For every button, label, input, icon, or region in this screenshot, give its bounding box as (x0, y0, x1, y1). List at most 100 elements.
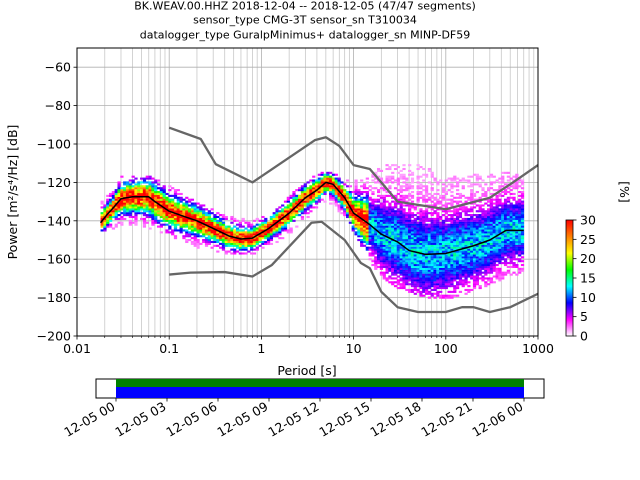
density-cell (461, 265, 465, 268)
density-cell (379, 256, 384, 259)
density-cell (123, 192, 127, 196)
density-cell (464, 214, 468, 217)
density-cell (436, 240, 440, 244)
density-cell (439, 221, 443, 224)
density-cell (515, 258, 519, 261)
density-cell (444, 198, 448, 201)
density-cell (484, 265, 488, 268)
density-cell (182, 219, 186, 222)
density-cell (436, 283, 440, 286)
density-cell (458, 215, 463, 219)
density-cell (396, 210, 400, 213)
density-cell (402, 177, 406, 180)
density-cell (450, 237, 454, 240)
density-cell (441, 277, 446, 280)
density-cell (444, 185, 448, 188)
density-cell (393, 256, 398, 259)
density-cell (492, 229, 496, 232)
density-cell (439, 240, 443, 244)
density-cell (410, 275, 415, 278)
density-cell (430, 237, 434, 240)
density-cell (269, 219, 274, 222)
density-cell (111, 212, 116, 215)
density-cell (120, 217, 124, 220)
density-cell (489, 215, 494, 219)
density-cell (156, 194, 161, 197)
density-cell (100, 202, 104, 205)
density-cell (436, 221, 440, 224)
density-cell (162, 204, 166, 207)
density-cell (405, 260, 409, 263)
density-cell (393, 235, 398, 238)
density-cell (334, 204, 338, 207)
density-cell (272, 221, 276, 224)
density-cell (244, 233, 248, 236)
density-cell (300, 189, 305, 192)
density-cell (419, 269, 423, 272)
density-cell (413, 260, 417, 263)
density-cell (475, 215, 479, 219)
density-cell (498, 262, 502, 265)
density-cell (467, 273, 471, 276)
density-cell (300, 210, 305, 213)
density-cell (515, 248, 519, 251)
density-cell (286, 210, 290, 213)
density-cell (456, 214, 460, 217)
density-cell (326, 177, 330, 180)
density-cell (506, 225, 511, 228)
density-cell (354, 196, 358, 199)
density-cell (475, 233, 479, 236)
density-cell (393, 217, 398, 220)
density-cell (385, 215, 389, 219)
density-cell (410, 277, 415, 280)
density-cell (520, 260, 525, 263)
density-cell (300, 187, 305, 190)
density-cell (518, 239, 522, 242)
density-cell (475, 179, 479, 182)
density-cell (176, 212, 180, 215)
density-cell (385, 191, 389, 194)
density-cell (498, 221, 502, 224)
density-cell (427, 263, 432, 267)
density-cell (159, 192, 163, 196)
density-cell (379, 177, 384, 180)
density-cell (314, 191, 319, 194)
density-cell (464, 271, 468, 274)
density-cell (207, 219, 211, 222)
density-cell (453, 285, 457, 288)
density-cell (134, 200, 138, 203)
density-cell (419, 239, 423, 242)
coverage-bar-blue (116, 387, 524, 398)
density-cell (433, 292, 437, 295)
density-cell (142, 206, 147, 209)
density-cell (481, 237, 485, 240)
density-cell (196, 240, 200, 244)
density-cell (410, 219, 415, 222)
density-cell (410, 231, 415, 234)
density-cell (227, 237, 231, 240)
density-cell (120, 212, 124, 215)
density-cell (399, 239, 403, 242)
density-cell (515, 212, 519, 215)
density-cell (393, 231, 398, 234)
density-cell (399, 279, 403, 282)
density-cell (402, 212, 406, 215)
density-cell (489, 202, 494, 205)
density-cell (515, 200, 519, 203)
density-cell (165, 204, 169, 207)
density-cell (419, 277, 423, 280)
density-cell (388, 206, 392, 209)
density-cell (159, 202, 163, 205)
density-cell (382, 227, 386, 230)
density-cell (145, 192, 149, 196)
density-cell (478, 231, 482, 234)
density-cell (424, 287, 429, 290)
density-cell (444, 179, 448, 182)
density-cell (179, 192, 183, 196)
density-cell (472, 260, 477, 263)
density-cell (371, 175, 375, 178)
density-cell (484, 225, 488, 228)
density-cell (114, 191, 118, 194)
density-cell (309, 200, 313, 203)
density-cell (165, 215, 169, 219)
